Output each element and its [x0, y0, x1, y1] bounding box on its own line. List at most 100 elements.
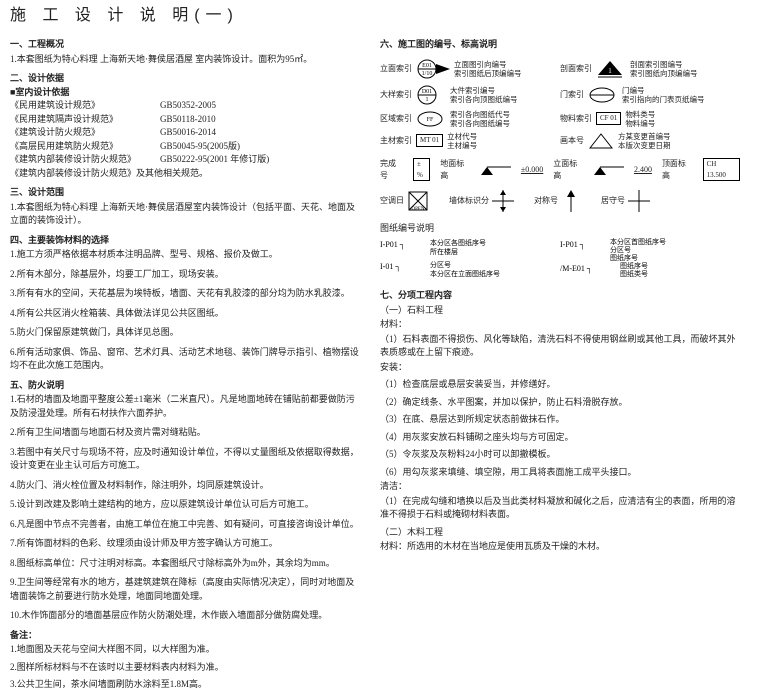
legend-text: 大件索引编号: [450, 86, 518, 95]
svg-text:图纸序号: 图纸序号: [620, 261, 648, 270]
legend-text: 索引各向顶图纸编号: [450, 95, 518, 104]
s4-item: 5.防火门保留原建筑做门，具体详见总图。: [10, 326, 362, 340]
s4-item: 3.所有有水的空间，天花基层为埃特板，墙面、天花有乳胶漆的部分均为防水乳胶漆。: [10, 287, 362, 301]
marker-value: ±%: [413, 158, 430, 181]
section-7-heading: 七、分项工程内容: [380, 289, 740, 303]
s5-item: 1.石材的墙面及地面平整度公差±1毫米（二米直尺）。凡是地面地砖在铺贴前都要做防…: [10, 393, 362, 420]
code-name: 《建筑内部装修设计防火规范》: [10, 153, 160, 167]
box-symbol-icon: MT 01: [416, 134, 443, 147]
svg-text:所在楼层: 所在楼层: [430, 247, 458, 256]
s7-item: （1）检查底层或悬层安装妥当，并修缮好。: [380, 378, 740, 392]
s7-2-para: 材料：所选用的木材在当地应是使用瓦质及干燥的木材。: [380, 540, 740, 554]
legend-text: 索引图纸向顶编编号: [630, 69, 698, 78]
legend-grid: 立面索引 E011/10 立面图引向编号索引图纸后顶编编号 剖面索引 1 剖面索…: [380, 56, 740, 152]
bottom-symbols: 空调日 OPEN 墙体标识分 对称号 居守号: [380, 190, 740, 212]
note-item: 2.图样所标材料与不在该时以主要材料表内材料为准。: [10, 661, 362, 675]
bracket-diagram-icon: I-P01 ┐ 本分区首图纸序号 分区号 图纸序号 /M-E01 ┐ 图纸序号 …: [560, 237, 730, 281]
svg-text:本分区首图纸序号: 本分区首图纸序号: [610, 237, 666, 246]
marker-value: 2.400: [634, 164, 652, 176]
section-5-heading: 五、防火说明: [10, 379, 362, 393]
s7-item: （3）在底、悬层达到所规定状态前做抹石作。: [380, 413, 740, 427]
code-name: 《民用建筑隔声设计规范》: [10, 113, 160, 127]
note-item: 3.公共卫生间，茶水间墙面刷防水涂料至1.8M高。: [10, 678, 362, 692]
document-title: 施 工 设 计 说 明(一): [10, 4, 750, 28]
two-column-layout: 一、工程概况 1.本套图纸为特心料理 上海新天地·舞侯居酒屋 室内装饰设计。面积…: [10, 32, 750, 692]
elev-marker-icon: [481, 163, 511, 177]
code-number: GB50222-95(2001 年修订版): [160, 153, 360, 167]
marker-value: CH 13.500: [703, 158, 740, 181]
legend-text: 立材代号: [447, 132, 477, 141]
code-row: 《建筑内部装修设计防火规范》及其他相关规范。: [10, 167, 362, 181]
section-2-sub: ■室内设计依据: [10, 86, 362, 100]
section-1-para: 1.本套图纸为特心料理 上海新天地·舞侯居酒屋 室内装饰设计。面积为95㎡。: [10, 53, 362, 67]
clean-item: （1）在完成勾缝和墙换以后及当此类材料凝放和碱化之后，应清洁有尘的表面，所用的溶…: [380, 495, 740, 522]
code-number: GB50352-2005: [160, 99, 360, 113]
legend-text: 门编号: [622, 86, 705, 95]
svg-text:分区号: 分区号: [430, 260, 451, 269]
marker-label: 立面标高: [553, 158, 584, 182]
svg-text:图纸序号: 图纸序号: [610, 253, 638, 262]
right-column: 六、施工图的编号、标高说明 立面索引 E011/10 立面图引向编号索引图纸后顶…: [380, 32, 740, 692]
code-name: 《民用建筑设计规范》: [10, 99, 160, 113]
legend-material-ref: 物料索引 CF 01 物料类号物料编号: [560, 110, 740, 128]
legend-label: 物料索引: [560, 113, 592, 125]
legend-detail-ref: 大样索引 D011 大件索引编号索引各向顶图纸编号: [380, 84, 560, 106]
section-1-heading: 一、工程概况: [10, 38, 362, 52]
s7-item: （6）用勾灰浆来填缝、填空隙，用工具将表面施工成平头接口。: [380, 466, 740, 480]
legend-label: 立面索引: [380, 63, 412, 75]
triangle-symbol-icon: 1: [596, 59, 626, 79]
circle-symbol-icon: E011/10: [416, 58, 450, 80]
legend-text: 本版次变更日期: [618, 141, 671, 150]
symbol-label: 居守号: [601, 195, 625, 207]
code-row: 《民用建筑隔声设计规范》GB50118-2010: [10, 113, 362, 127]
diagram-heading: 图纸编号说明: [380, 222, 740, 236]
legend-label: 画本号: [560, 135, 584, 147]
legend-text: 索引各向图纸代号: [450, 110, 510, 119]
svg-text:分区号: 分区号: [610, 245, 631, 254]
section-3-heading: 三、设计范围: [10, 186, 362, 200]
legend-text: 索引各向图纸编号: [450, 119, 510, 128]
s7-item: 材料：: [380, 318, 740, 332]
left-column: 一、工程概况 1.本套图纸为特心料理 上海新天地·舞侯居酒屋 室内装饰设计。面积…: [10, 32, 362, 692]
cross-icon: [628, 190, 650, 212]
s7-item: 安装：: [380, 361, 740, 375]
s5-item: 6.凡是图中节点不完善者，由施工单位在施工中完善、如有疑问，可直接咨询设计单位。: [10, 518, 362, 532]
svg-text:I-01 ┐: I-01 ┐: [380, 262, 401, 272]
s4-item: 4.所有公共区消火栓箱装、具体做法详见公共区图纸。: [10, 307, 362, 321]
s5-item: 9.卫生间等经常有水的地方，基建筑建筑在降标（高度由实际情况决定），同时对地面及…: [10, 576, 362, 603]
section-3-para: 1.本套图纸为特心料理 上海新天地·舞侯居酒屋室内装饰设计（包括平面、天花、地面…: [10, 201, 362, 228]
triangle-outline-icon: [588, 132, 614, 150]
circle-symbol-icon: D011: [416, 84, 446, 106]
legend-main-material: 主材索引 MT 01 立材代号主材编号: [380, 132, 560, 150]
elev-marker-icon: [594, 163, 624, 177]
svg-text:1/10: 1/10: [422, 71, 433, 77]
legend-label: 剖面索引: [560, 63, 592, 75]
legend-section-ref: 剖面索引 1 剖面索引图编号索引图纸向顶编编号: [560, 58, 740, 80]
s7-item: （5）令灰浆及灰粉料24小时可以卸撤模板。: [380, 448, 740, 462]
marker-label: 地面标高: [440, 158, 471, 182]
symbol-label: 空调日: [380, 195, 404, 207]
svg-text:OPEN: OPEN: [411, 207, 424, 212]
s5-item: 2.所有卫生间墙面与地面石材及资片需对缝粘贴。: [10, 426, 362, 440]
svg-text:FF: FF: [427, 117, 434, 123]
s7-item: （4）用灰浆安放石料铺砌之座头均与方可固定。: [380, 431, 740, 445]
section-2-heading: 二、设计依据: [10, 72, 362, 86]
legend-elevation-ref: 立面索引 E011/10 立面图引向编号索引图纸后顶编编号: [380, 58, 560, 80]
s5-item: 7.所有饰面材料的色彩、纹理须由设计师及甲方签字确认方可施工。: [10, 537, 362, 551]
s4-item: 2.所有木部分，除基层外，均要工厂加工，现场安装。: [10, 268, 362, 282]
code-row: 《建筑设计防火规范》GB50016-2014: [10, 126, 362, 140]
legend-text: 立面图引向编号: [454, 60, 522, 69]
svg-text:1: 1: [608, 67, 612, 75]
symbol-label: 对称号: [534, 195, 558, 207]
legend-label: 大样索引: [380, 89, 412, 101]
s7-item: （2）确定线条、水平图案，并加以保护，防止石料滑脱存放。: [380, 396, 740, 410]
drawing-number-diagrams: I-P01 ┐ 本分区各图纸序号 所在楼层 I-01 ┐ 分区号 本分区在立面图…: [380, 237, 740, 281]
legend-text: 方某变更首编号: [618, 132, 671, 141]
s5-item: 4.防火门、消火栓位置及材料制作，除注明外，均同原建筑设计。: [10, 479, 362, 493]
elevation-markers: 完成号 ±% 地面标高 ±0.000 立面标高 2.400 顶面标高 CH 13…: [380, 158, 740, 182]
cross-box-icon: OPEN: [407, 190, 429, 212]
arrow-up-icon: [561, 190, 581, 212]
s4-item: 1.施工方须严格依据本材质本注明品牌、型号、规格、报价及做工。: [10, 248, 362, 262]
code-name: 《建筑设计防火规范》: [10, 126, 160, 140]
marker-label: 完成号: [380, 158, 403, 182]
